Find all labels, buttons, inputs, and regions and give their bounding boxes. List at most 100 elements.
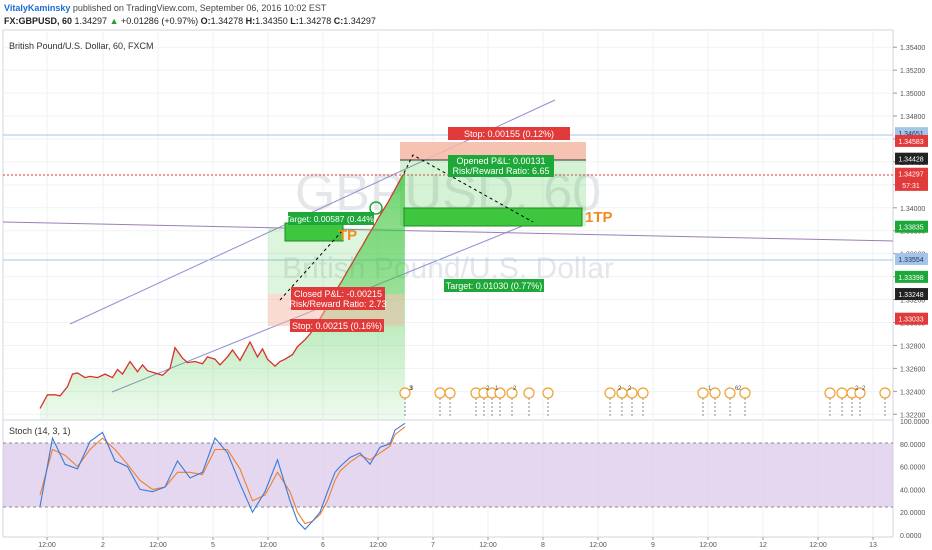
event-flag-icon	[626, 387, 638, 399]
close-value: 1.34297	[343, 16, 376, 26]
trend-line[interactable]	[2, 221, 894, 242]
stoch-d-line	[39, 426, 406, 525]
y-tick-label: 1.32200	[900, 412, 925, 419]
event-flag-icon	[523, 387, 535, 399]
x-tick-label: 12:00	[809, 542, 827, 549]
trade2-target-label: Target: 0.01030 (0.77%)	[446, 281, 543, 291]
y-tick-label: 1.34000	[900, 206, 925, 213]
economic-events[interactable]: 3 2 1 2 2 2 1 6 2 2 23	[399, 386, 891, 418]
x-tick-label: 9	[651, 542, 655, 549]
event-count: 2	[862, 386, 866, 392]
price-label-box	[895, 134, 928, 147]
event-flag-icon	[724, 387, 736, 399]
x-tick-label: 5	[211, 542, 215, 549]
symbol-info: FX:GBPUSD, 60 1.34297 ▲ +0.01286 (+0.97%…	[4, 16, 376, 26]
trade1-target-label: Target: 0.00587 (0.44%)	[285, 214, 376, 224]
y-tick-label: 1.35400	[900, 45, 925, 52]
event-count: 2	[738, 386, 742, 392]
x-tick-label: 12	[759, 542, 767, 549]
high-value: 1.34350	[255, 16, 288, 26]
event-flag-icon	[637, 387, 649, 399]
price-label: 1.34428	[898, 157, 923, 164]
price-label: 1.33398	[898, 275, 923, 282]
trade2-target-box[interactable]	[444, 279, 544, 292]
event-flag-icon	[697, 387, 709, 399]
open-value: 1.34278	[210, 16, 244, 26]
tp-zone-1[interactable]	[284, 222, 344, 242]
price-label-box	[895, 270, 928, 283]
trade1-stop-box[interactable]	[290, 319, 384, 332]
price-label-box	[895, 178, 928, 191]
trade1-target-box[interactable]	[288, 212, 374, 225]
price-label-box	[895, 220, 928, 233]
stoch-tick-label: 80.0000	[900, 442, 925, 449]
price-label-box	[895, 312, 928, 325]
x-tick-label: 2	[101, 542, 105, 549]
event-flag-icon	[854, 387, 866, 399]
event-count: 6	[735, 386, 739, 392]
trade2-pnl-label: Opened P&L: 0.00131	[456, 156, 545, 166]
event-count: 1	[708, 386, 712, 392]
x-tick-label: 13	[869, 542, 877, 549]
thumbs-up-icon	[369, 201, 383, 215]
trade2-pnl-box[interactable]	[448, 155, 554, 177]
event-flag-icon	[824, 387, 836, 399]
price-label: 1.34297	[898, 172, 923, 179]
open-label: O:	[200, 16, 211, 26]
event-flag-icon	[836, 387, 848, 399]
stoch-k-line	[39, 422, 406, 531]
last-price: 1.34297	[74, 16, 108, 26]
tp-zone-2[interactable]	[403, 207, 583, 227]
time-axis[interactable]: 12:00 2 12:00 5 12:00 6 12:00 7 12:00 8 12:00 9 12:0…	[38, 537, 877, 549]
price-line	[39, 172, 406, 409]
y-tick-label: 1.32800	[900, 343, 925, 350]
price-label: 1.34583	[898, 139, 923, 146]
x-tick-label: 12:00	[369, 542, 387, 549]
change-value: +0.01286 (+0.97%)	[121, 16, 199, 26]
author-link[interactable]: VitalyKaminsky	[4, 3, 71, 13]
y-tick-label: 1.35200	[900, 68, 925, 75]
publish-info: VitalyKaminsky published on TradingView.…	[4, 3, 326, 13]
stoch-tick-label: 0.0000	[900, 533, 922, 540]
trade2-path	[403, 154, 534, 223]
trade1-pnl-box[interactable]	[291, 287, 385, 310]
price-label: 1.33554	[898, 257, 923, 264]
event-flag-icon	[399, 387, 411, 399]
low-value: 1.34278	[298, 16, 332, 26]
price-label: 1.34651	[898, 131, 923, 138]
stoch-tick-label: 60.0000	[900, 465, 925, 472]
y-tick-label: 1.32400	[900, 389, 925, 396]
stoch-tick-label: 100.0000	[900, 419, 929, 426]
stoch-axis: 100.0000 80.0000 60.0000 40.0000 20.0000 0.00…	[900, 419, 929, 540]
event-count: 2	[486, 386, 490, 392]
y-tick-label: 1.32600	[900, 366, 925, 373]
price-label-box	[895, 167, 928, 180]
x-tick-label: 12:00	[149, 542, 167, 549]
event-flag-icon	[604, 387, 616, 399]
symbol-label[interactable]: FX:GBPUSD, 60	[4, 16, 73, 26]
trade2-stop-box[interactable]	[448, 127, 570, 140]
event-count: 3	[409, 386, 413, 392]
event-count: 2	[855, 386, 859, 392]
event-count: 2	[628, 386, 632, 392]
x-tick-label: 12:00	[589, 542, 607, 549]
price-label-box	[895, 252, 928, 265]
event-count: 2	[513, 386, 517, 392]
stoch-band	[3, 443, 893, 507]
price-label: 1.33033	[898, 317, 923, 324]
publish-text: published on TradingView.com, September …	[72, 3, 327, 13]
event-flag-icon	[709, 387, 721, 399]
stoch-tick-label: 20.0000	[900, 510, 925, 517]
x-tick-label: 6	[321, 542, 325, 549]
price-area	[40, 173, 405, 420]
price-area-series	[39, 172, 406, 420]
price-label: 57:31	[902, 183, 920, 190]
event-count: 3	[410, 386, 414, 392]
x-tick-label: 12:00	[699, 542, 717, 549]
trade1-path	[279, 229, 344, 301]
event-flag-icon	[542, 387, 554, 399]
event-flag-icon	[444, 387, 456, 399]
